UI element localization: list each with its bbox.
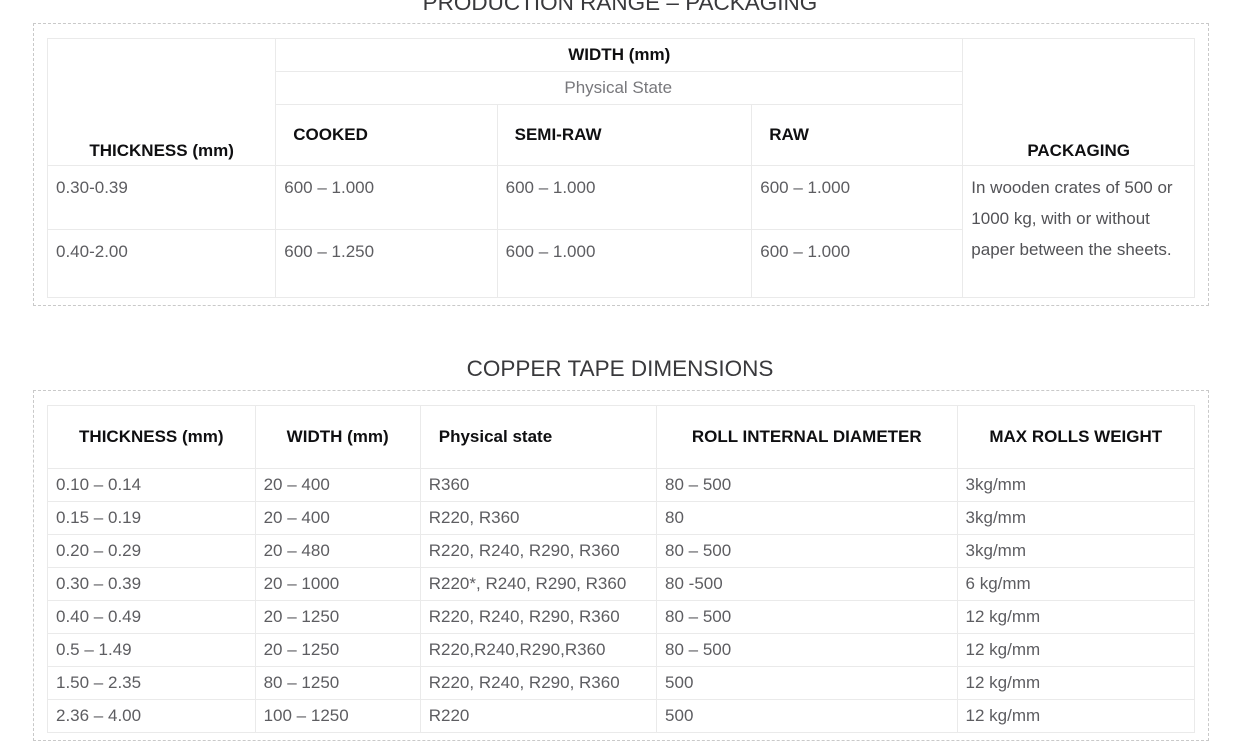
width-cell: 20 – 1000 <box>254 567 421 601</box>
thickness-cell: 0.10 – 0.14 <box>47 468 256 502</box>
roll-diameter-cell: 80 <box>656 501 958 535</box>
width-cell: 20 – 1250 <box>254 633 421 667</box>
column-header-cooked: COOKED <box>275 104 498 166</box>
production-range-title: PRODUCTION RANGE – PACKAGING <box>422 0 818 15</box>
thickness-cell: 0.20 – 0.29 <box>47 534 256 568</box>
thickness-cell: 0.40 – 0.49 <box>47 600 256 634</box>
thickness-cell: 0.5 – 1.49 <box>47 633 256 667</box>
width-cell: 80 – 1250 <box>254 666 421 700</box>
physical-state-cell: R360 <box>419 468 658 502</box>
width-cell: 20 – 400 <box>254 468 421 502</box>
cooked-width-cell: 600 – 1.250 <box>275 229 498 298</box>
table-row: 2.36 – 4.00 100 – 1250 R220 500 12 kg/mm <box>47 699 1196 733</box>
physical-state-cell: R220, R240, R290, R360 <box>419 534 658 568</box>
max-weight-cell: 12 kg/mm <box>956 600 1196 634</box>
thickness-cell: 1.50 – 2.35 <box>47 666 256 700</box>
roll-diameter-cell: 80 – 500 <box>656 633 958 667</box>
table-row: 1.50 – 2.35 80 – 1250 R220, R240, R290, … <box>47 666 1196 700</box>
thickness-cell: 0.15 – 0.19 <box>47 501 256 535</box>
physical-state-cell: R220 <box>419 699 658 733</box>
table-row: 0.15 – 0.19 20 – 400 R220, R360 80 3kg/m… <box>47 501 1196 535</box>
raw-width-cell: 600 – 1.000 <box>751 165 964 230</box>
physical-state-cell: R220, R360 <box>419 501 658 535</box>
column-header-raw: RAW <box>751 104 964 166</box>
physical-state-cell: R220,R240,R290,R360 <box>419 633 658 667</box>
cooked-width-cell: 600 – 1.000 <box>275 165 498 230</box>
column-header-physical-state: Physical state <box>419 405 658 469</box>
raw-width-cell: 600 – 1.000 <box>751 229 964 298</box>
packaging-note-cell: In wooden crates of 500 or 1000 kg, with… <box>962 165 1195 298</box>
width-cell: 100 – 1250 <box>254 699 421 733</box>
table-row: 0.10 – 0.14 20 – 400 R360 80 – 500 3kg/m… <box>47 468 1196 502</box>
copper-tape-table: THICKNESS (mm) WIDTH (mm) Physical state… <box>47 405 1196 733</box>
max-weight-cell: 12 kg/mm <box>956 699 1196 733</box>
width-cell: 20 – 400 <box>254 501 421 535</box>
column-header-max-rolls-weight: MAX ROLLS WEIGHT <box>956 405 1196 469</box>
column-header-roll-internal-diameter: ROLL INTERNAL DIAMETER <box>656 405 958 469</box>
roll-diameter-cell: 80 – 500 <box>656 534 958 568</box>
column-subheader-physical-state: Physical State <box>275 71 964 105</box>
max-weight-cell: 6 kg/mm <box>956 567 1196 601</box>
max-weight-cell: 12 kg/mm <box>956 633 1196 667</box>
production-range-table: THICKNESS (mm) WIDTH (mm) PACKAGING Phys… <box>46 38 1195 298</box>
column-header-thickness: THICKNESS (mm) <box>46 38 277 166</box>
roll-diameter-cell: 80 – 500 <box>656 600 958 634</box>
width-cell: 20 – 480 <box>254 534 421 568</box>
table-row: 0.40 – 0.49 20 – 1250 R220, R240, R290, … <box>47 600 1196 634</box>
table-row: 0.5 – 1.49 20 – 1250 R220,R240,R290,R360… <box>47 633 1196 667</box>
table-header-row: THICKNESS (mm) WIDTH (mm) Physical state… <box>47 405 1196 469</box>
column-group-width: WIDTH (mm) <box>275 38 964 72</box>
max-weight-cell: 3kg/mm <box>956 534 1196 568</box>
max-weight-cell: 3kg/mm <box>956 501 1196 535</box>
table-row: 0.20 – 0.29 20 – 480 R220, R240, R290, R… <box>47 534 1196 568</box>
production-range-table-container: THICKNESS (mm) WIDTH (mm) PACKAGING Phys… <box>33 23 1209 306</box>
width-cell: 20 – 1250 <box>254 600 421 634</box>
roll-diameter-cell: 80 – 500 <box>656 468 958 502</box>
roll-diameter-cell: 80 -500 <box>656 567 958 601</box>
thickness-cell: 0.30-0.39 <box>46 165 277 230</box>
physical-state-cell: R220, R240, R290, R360 <box>419 666 658 700</box>
thickness-cell: 0.40-2.00 <box>46 229 277 298</box>
table-row: 0.30-0.39 600 – 1.000 600 – 1.000 600 – … <box>46 165 1195 298</box>
table-row: 0.30 – 0.39 20 – 1000 R220*, R240, R290,… <box>47 567 1196 601</box>
physical-state-cell: R220, R240, R290, R360 <box>419 600 658 634</box>
copper-tape-table-container: THICKNESS (mm) WIDTH (mm) Physical state… <box>33 390 1209 741</box>
roll-diameter-cell: 500 <box>656 699 958 733</box>
thickness-cell: 2.36 – 4.00 <box>47 699 256 733</box>
max-weight-cell: 12 kg/mm <box>956 666 1196 700</box>
roll-diameter-cell: 500 <box>656 666 958 700</box>
semi-raw-width-cell: 600 – 1.000 <box>496 229 753 298</box>
column-header-semi-raw: SEMI-RAW <box>496 104 753 166</box>
max-weight-cell: 3kg/mm <box>956 468 1196 502</box>
copper-tape-title: COPPER TAPE DIMENSIONS <box>466 356 774 381</box>
semi-raw-width-cell: 600 – 1.000 <box>496 165 753 230</box>
table-row: 0.40-2.00 600 – 1.250 600 – 1.000 600 – … <box>46 229 1195 298</box>
thickness-cell: 0.30 – 0.39 <box>47 567 256 601</box>
column-header-thickness: THICKNESS (mm) <box>47 405 256 469</box>
column-header-width: WIDTH (mm) <box>254 405 421 469</box>
column-header-packaging: PACKAGING <box>962 38 1195 166</box>
physical-state-cell: R220*, R240, R290, R360 <box>419 567 658 601</box>
